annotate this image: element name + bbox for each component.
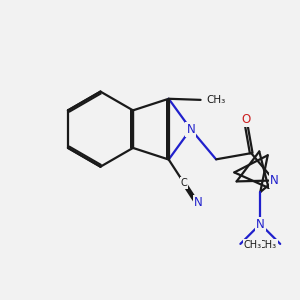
Text: N: N: [186, 123, 195, 136]
Text: N: N: [270, 174, 278, 187]
Text: C: C: [181, 178, 188, 188]
Text: CH₃: CH₃: [244, 240, 262, 250]
Text: N: N: [194, 196, 203, 209]
Text: N: N: [256, 218, 265, 230]
Text: O: O: [241, 113, 250, 126]
Text: CH₃: CH₃: [207, 95, 226, 105]
Text: CH₃: CH₃: [259, 240, 277, 250]
